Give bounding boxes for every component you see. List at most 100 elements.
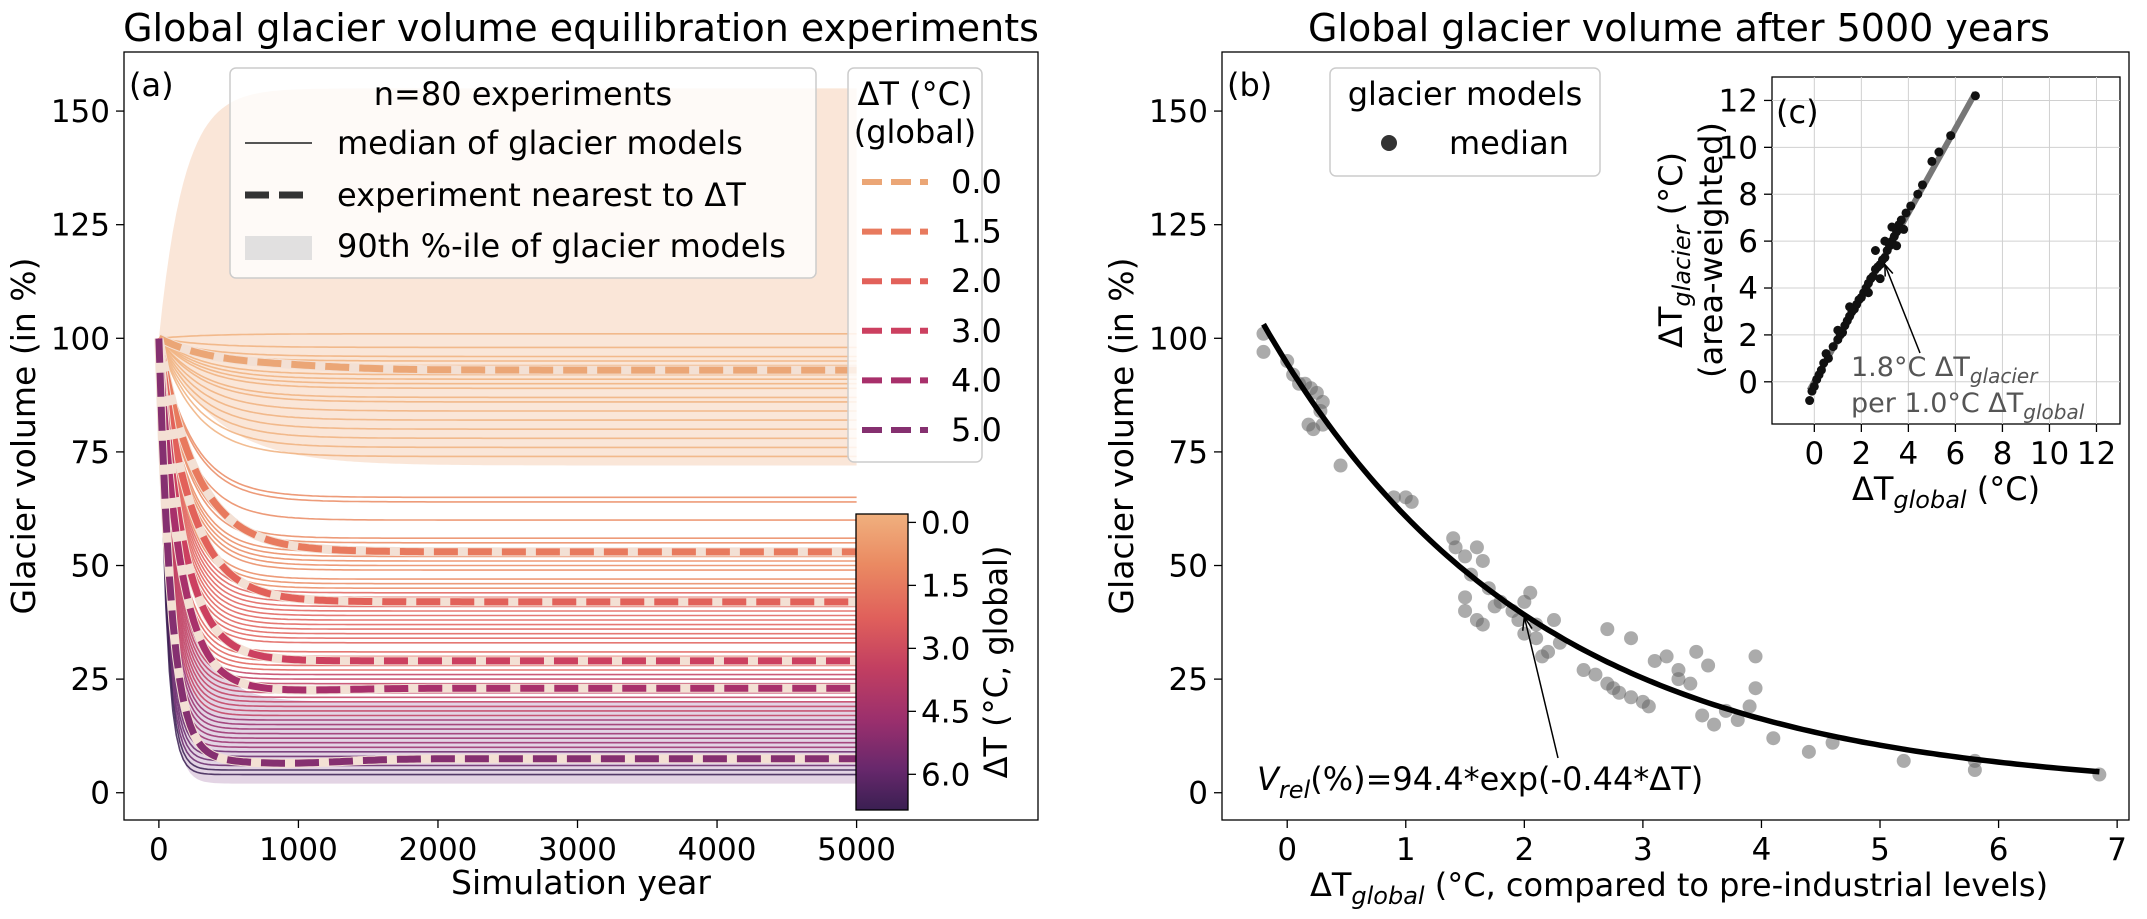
panel-c-xlabel-rest: (°C) xyxy=(1967,470,2040,508)
scatter-point xyxy=(1671,672,1686,687)
experiment-median-line xyxy=(158,337,857,381)
panel-c-xtick-label: 8 xyxy=(1993,436,2013,472)
legend-dt-entry-label: 3.0 xyxy=(951,312,1002,350)
scatter-point xyxy=(1641,699,1656,714)
colorbar: 0.0 1.5 3.0 4.5 6.0 ΔT (°C, global) xyxy=(855,505,1015,811)
inset-scatter-point xyxy=(1913,189,1923,199)
experiment-median-line xyxy=(158,338,857,676)
inset-scatter-point xyxy=(1906,201,1916,211)
experiment-median-line xyxy=(158,338,857,499)
highlighted-experiment-line xyxy=(155,338,857,767)
panel-c-arrow-head xyxy=(1884,262,1894,277)
scatter-point xyxy=(1546,613,1561,628)
panel-c-xtick-label: 0 xyxy=(1804,436,1824,472)
experiment-median-line xyxy=(158,338,857,744)
experiment-median-line xyxy=(158,338,857,699)
legend-experiments-title: n=80 experiments xyxy=(374,75,672,113)
legend-dt-title-2: (global) xyxy=(854,113,977,151)
panel-b-title: Global glacier volume after 5000 years xyxy=(1308,6,2050,50)
scatter-point xyxy=(1896,753,1911,768)
experiment-median-line xyxy=(158,338,857,635)
experiment-median-line xyxy=(158,337,857,431)
panel-c-ylabel-sub: glacier xyxy=(1668,223,1696,306)
panel-b-xlabel-sub: global xyxy=(1351,882,1425,910)
panel-b-xtick-label: 7 xyxy=(2107,832,2127,868)
legend-dt-entry-label: 2.0 xyxy=(951,262,1002,300)
colorbar-ticks: 0.0 1.5 3.0 4.5 6.0 xyxy=(908,505,970,793)
colorbar-tick-label: 6.0 xyxy=(921,757,970,793)
panel-b-xtick-label: 3 xyxy=(1633,832,1653,868)
panel-c-xtick-label: 10 xyxy=(2030,436,2069,472)
panel-c-xlabel: ΔTglobal (°C) xyxy=(1852,470,2040,514)
panel-a-xtick-label: 2000 xyxy=(399,832,478,868)
experiment-median-line xyxy=(158,338,857,717)
experiment-median-line xyxy=(158,337,857,349)
scatter-point xyxy=(1256,344,1271,359)
panel-c-axes-frame xyxy=(1771,76,2121,425)
annotation-formula: (%)=94.4*exp(-0.44*ΔT) xyxy=(1310,760,1703,798)
legend-experiments: n=80 experiments median of glacier model… xyxy=(229,67,817,279)
experiment-median-line xyxy=(158,338,857,449)
panel-b-ytick-label: 75 xyxy=(1169,435,1208,471)
panel-a-xtick-label: 3000 xyxy=(538,832,617,868)
inset-scatter-point xyxy=(1833,325,1843,335)
experiment-median-line xyxy=(158,337,857,412)
inset-scatter-point xyxy=(1917,180,1927,190)
panel-a-ytick-label: 100 xyxy=(51,321,110,357)
experiment-median-line xyxy=(158,338,857,667)
inset-scatter-point xyxy=(1863,288,1873,298)
panel-c-ylabel-1: ΔTglacier (°C) xyxy=(1652,152,1696,348)
legend-median-label: median xyxy=(1449,124,1569,162)
legend-experiments-box xyxy=(229,67,817,279)
inset-scatter-point xyxy=(1927,156,1937,166)
colorbar-tick-label: 4.5 xyxy=(921,694,970,730)
panel-b-xtick-label: 0 xyxy=(1277,832,1297,868)
experiment-median-line xyxy=(158,337,857,421)
experiment-median-line xyxy=(158,338,857,740)
experiment-median-line xyxy=(158,338,857,567)
legend-dt-entries: 0.0 1.5 2.0 3.0 4.0 5.0 xyxy=(862,163,1002,449)
inset-scatter-point xyxy=(1870,246,1880,255)
panel-c-annotation-2-main: per 1.0°C ΔT xyxy=(1851,388,2024,419)
experiment-median-line xyxy=(158,338,857,712)
legend-entry-nearest: experiment nearest to ΔT xyxy=(337,176,746,214)
scatter-point xyxy=(1748,649,1763,664)
panel-a-ytick-label: 75 xyxy=(71,435,110,471)
colorbar-label: ΔT (°C, global) xyxy=(977,546,1015,779)
scatter-point xyxy=(1333,458,1348,473)
panel-b-xlabel-main: ΔT xyxy=(1310,866,1352,904)
panel-b: Global glacier volume after 5000 years 0… xyxy=(1102,6,2130,910)
highlighted-experiment-line xyxy=(155,338,857,694)
scatter-point xyxy=(1511,613,1526,628)
inset-scatter-point xyxy=(1934,147,1944,157)
highlighted-experiment-line xyxy=(155,337,857,556)
scatter-point xyxy=(1458,603,1473,618)
panel-b-xtick-label: 6 xyxy=(1989,832,2009,868)
scatter-point xyxy=(1742,699,1757,714)
colorbar-tick-label: 3.0 xyxy=(921,631,970,667)
legend-dt: ΔT (°C) (global) 0.0 1.5 2.0 3.0 4.0 5.0 xyxy=(847,67,1002,463)
panel-a-ytick-label: 0 xyxy=(90,776,110,812)
panel-a-xtick-label: 4000 xyxy=(678,832,757,868)
inset-scatter-point xyxy=(1970,91,1980,101)
annotation-arrow-head xyxy=(1521,614,1533,631)
panel-a-ylabel: Glacier volume (in %) xyxy=(4,257,43,614)
highlighted-experiment-line xyxy=(155,338,857,665)
scatter-point xyxy=(1689,644,1704,659)
inset-scatter-point xyxy=(1899,224,1909,234)
scatter-point xyxy=(1475,617,1490,632)
highlighted-experiment-line xyxy=(157,334,857,374)
legend-glacier-models-box xyxy=(1329,67,1601,177)
panel-b-xtick-label: 2 xyxy=(1514,832,1534,868)
colorbar-tick-label: 1.5 xyxy=(921,568,970,604)
panel-c-ytick-label: 10 xyxy=(1719,130,1758,166)
inset-scatter-point xyxy=(1892,241,1902,251)
panel-a-xtick-label: 1000 xyxy=(259,832,338,868)
scatter-point xyxy=(1801,744,1816,759)
inset-scatter-point xyxy=(1880,236,1890,246)
panel-c-ytick-label: 2 xyxy=(1738,318,1758,354)
experiment-median-line xyxy=(158,332,857,340)
experiment-median-line xyxy=(158,338,857,585)
